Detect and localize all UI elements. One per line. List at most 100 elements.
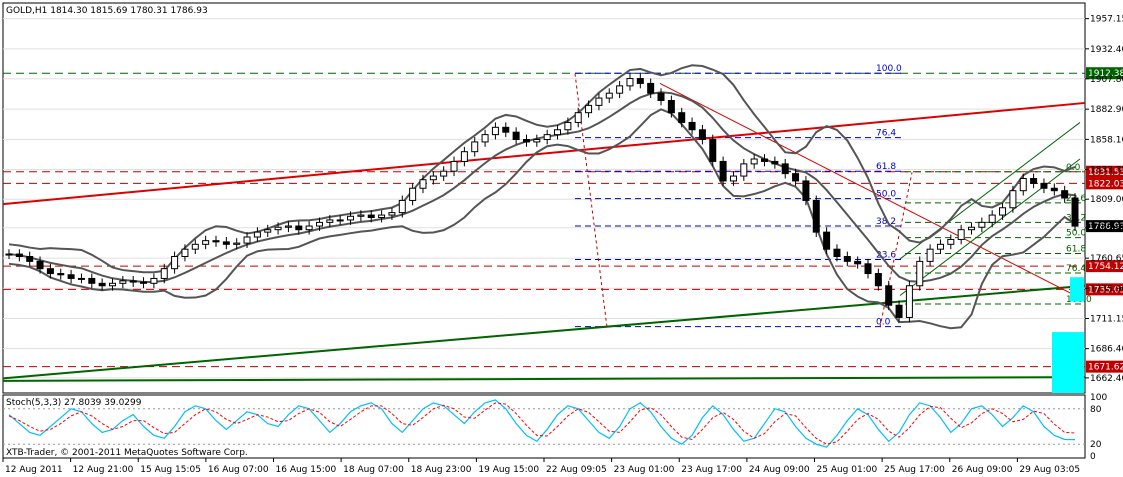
price-label-text: 1822.03 (1088, 179, 1123, 189)
chart-header: GOLD,H1 1814.30 1815.69 1780.31 1786.93 (6, 6, 208, 16)
x-tick-label: 15 Aug 15:05 (140, 465, 201, 475)
x-tick-label: 12 Aug 2011 (5, 465, 63, 475)
green-trend-line (2, 284, 1086, 380)
y-tick-label: 1735.90 (1090, 284, 1123, 294)
candle-body (636, 78, 644, 84)
candle-body (978, 221, 986, 228)
candle-body (843, 256, 851, 262)
candle-body (305, 225, 313, 231)
candle-body (1050, 187, 1058, 192)
candle-body (419, 179, 427, 189)
price-label-text: 1735.03 (1088, 285, 1123, 295)
candles (5, 73, 1079, 323)
stoch-level-label: 0 (1090, 452, 1096, 462)
candle-body (491, 126, 499, 136)
x-tick-label: 12 Aug 21:00 (73, 465, 134, 475)
candle-body (191, 243, 199, 250)
candle-body (957, 229, 965, 240)
x-tick-label: 26 Aug 09:00 (952, 465, 1013, 475)
candle-body (698, 129, 706, 140)
candle-body (522, 139, 530, 143)
candle-body (657, 92, 665, 101)
candle-body (999, 207, 1007, 216)
candle-body (854, 260, 862, 265)
candle-body (326, 219, 334, 223)
time-axis[interactable]: 12 Aug 2011 12 Aug 21:00 15 Aug 15:05 16 Au… (2, 458, 1080, 475)
y-tick-label: 1785.60 (1090, 224, 1123, 234)
y-tick-label: 1833.35 (1090, 166, 1123, 176)
stoch-main-line (8, 399, 1076, 448)
price-label-box (1086, 177, 1123, 190)
candle-body (988, 214, 996, 223)
candle-body (450, 160, 458, 172)
bollinger-middle (8, 91, 1076, 283)
candle-body (77, 277, 85, 280)
candle-body (719, 160, 727, 182)
x-tick-label: 18 Aug 23:00 (411, 465, 472, 475)
fibo-left-label: 38.2 (876, 217, 896, 227)
x-tick-label: 29 Aug 03:05 (1019, 465, 1080, 475)
candle-body (5, 253, 13, 256)
candle-body (274, 226, 282, 231)
candle-body (916, 260, 924, 287)
candle-body (905, 285, 913, 318)
candle-body (761, 158, 769, 162)
candle-body (533, 139, 541, 143)
candle-body (98, 282, 106, 287)
fibo-right-label: 61.8 (1066, 244, 1086, 254)
candle-body (750, 158, 758, 165)
price-label-box (1086, 360, 1123, 373)
candle-body (347, 215, 355, 221)
candle-body (802, 180, 810, 201)
candle-body (481, 134, 489, 143)
x-tick-label: 16 Aug 15:00 (276, 465, 337, 475)
candle-body (295, 225, 303, 231)
fibo-left-label: 50.0 (876, 190, 896, 200)
x-tick-label: 16 Aug 07:00 (208, 465, 269, 475)
fibo-left-label: 76.4 (876, 129, 896, 139)
stoch-level-label: 80 (1090, 405, 1102, 415)
price-label-text: 1671.62 (1088, 363, 1123, 373)
candle-body (46, 268, 54, 275)
cyan-zone (1052, 332, 1084, 393)
candle-body (1061, 190, 1069, 199)
stoch-label: Stoch(5,3,3) 27.8039 39.0299 (6, 398, 142, 408)
candle-body (823, 231, 831, 250)
y-tick-label: 1932.40 (1090, 45, 1123, 55)
price-label-text: 1754.12 (1088, 262, 1123, 272)
fibo-left-label: 100.0 (876, 64, 902, 74)
candle-body (792, 173, 800, 182)
y-tick-label: 1809.00 (1090, 195, 1123, 205)
candle-body (740, 163, 748, 177)
candle-body (67, 274, 75, 279)
x-tick-label: 22 Aug 09:05 (546, 465, 607, 475)
candle-body (926, 248, 934, 262)
candle-body (502, 126, 510, 133)
candle-body (264, 229, 272, 233)
candle-body (709, 139, 717, 162)
y-tick-label: 1957.15 (1090, 15, 1123, 25)
cyan-zone-small (1070, 277, 1084, 302)
candle-body (616, 85, 624, 94)
candle-body (968, 226, 976, 231)
bollinger-upper (8, 64, 1076, 274)
y-tick-label: 1711.15 (1090, 314, 1123, 324)
price-axis[interactable]: 1957.15 1932.40 1907.80 1882.90 1858.10 1833.… (1085, 15, 1123, 384)
x-tick-label: 24 Aug 09:00 (749, 465, 810, 475)
candle-body (864, 263, 872, 275)
candle-body (585, 104, 593, 114)
red-channel-line (659, 82, 1081, 299)
candle-body (781, 163, 789, 175)
price-panel-frame (2, 2, 1086, 394)
candle-body (181, 248, 189, 257)
candle-body (729, 175, 737, 182)
candle-body (1009, 190, 1017, 209)
price-label-text: 1912.38 (1088, 69, 1123, 79)
candle-body (1071, 197, 1079, 227)
candle-body (140, 281, 148, 284)
candle-body (315, 221, 323, 227)
candle-body (554, 129, 562, 136)
y-tick-label: 1662.40 (1090, 374, 1123, 384)
